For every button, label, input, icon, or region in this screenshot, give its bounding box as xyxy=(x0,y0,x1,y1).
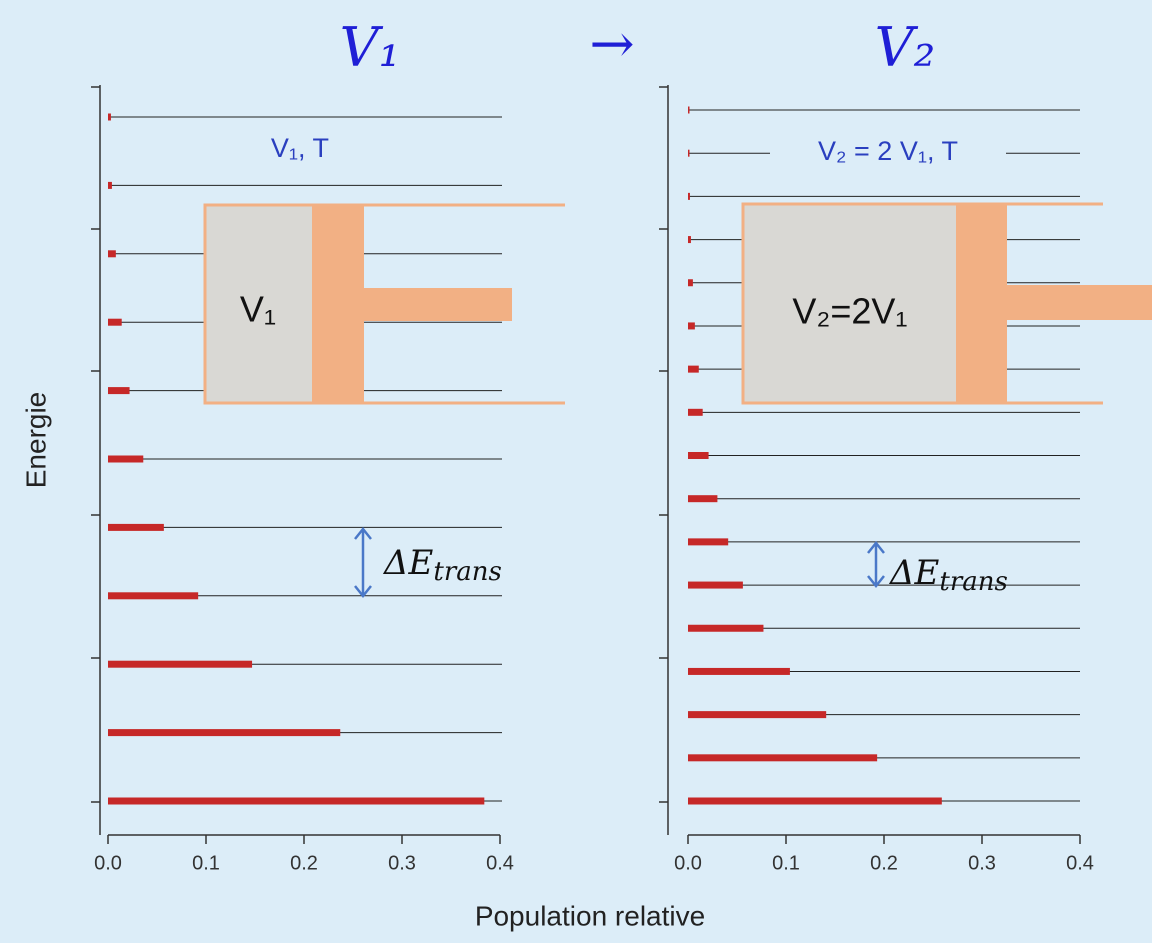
bar xyxy=(688,452,709,459)
bar xyxy=(688,711,827,719)
gas xyxy=(743,204,956,403)
title-left: V₁ xyxy=(340,16,401,79)
bar xyxy=(108,797,485,805)
x-tick-label: 0.0 xyxy=(94,852,122,874)
piston-label: V₁ xyxy=(240,289,276,330)
bar xyxy=(108,592,199,600)
y-axis-label: Energie xyxy=(20,392,51,489)
panel: 0.0 0.1 0.2 0.3 0.4 V₁ V₁, T ΔEtrans xyxy=(91,85,565,874)
arrow-head xyxy=(354,585,372,599)
bar xyxy=(108,729,341,737)
state-label: V₁, T xyxy=(271,133,329,163)
bar xyxy=(688,495,718,503)
arrow-head xyxy=(354,526,372,540)
x-axis-label: Population relative xyxy=(475,900,705,931)
bar xyxy=(108,113,111,121)
bar xyxy=(688,538,729,546)
bar xyxy=(688,236,691,244)
delta-symbol: ΔE xyxy=(382,543,434,583)
bar xyxy=(688,322,695,330)
bar xyxy=(688,192,690,200)
delta-subscript: trans xyxy=(433,557,501,587)
x-tick-label: 0.3 xyxy=(388,852,416,874)
x-tick-label: 0.4 xyxy=(1066,852,1094,874)
bar xyxy=(108,387,130,395)
bar xyxy=(688,149,690,157)
title-right: V₂ xyxy=(875,16,936,79)
bar xyxy=(688,797,942,805)
x-tick-label: 0.2 xyxy=(290,852,318,874)
bar xyxy=(688,106,690,114)
bar xyxy=(108,523,164,531)
delta-symbol: ΔE xyxy=(888,553,940,593)
piston-head xyxy=(956,204,1007,403)
bar xyxy=(688,408,703,416)
title-arrow: → xyxy=(589,12,634,75)
cylinder xyxy=(203,203,565,405)
state-label: V₂ = 2 V₁, T xyxy=(818,136,958,166)
cylinder xyxy=(741,202,1103,405)
x-tick-label: 0.3 xyxy=(968,852,996,874)
x-tick-label: 0.2 xyxy=(870,852,898,874)
bar xyxy=(688,624,764,632)
bar xyxy=(108,181,112,189)
delta-label: ΔEtrans xyxy=(888,553,1008,597)
piston-label: V₂=2V₁ xyxy=(792,291,907,332)
piston-rod xyxy=(364,288,512,321)
bar xyxy=(108,250,116,258)
delta-label: ΔEtrans xyxy=(382,543,502,587)
x-tick-label: 0.1 xyxy=(192,852,220,874)
x-tick-label: 0.0 xyxy=(674,852,702,874)
bar xyxy=(688,365,699,373)
gas xyxy=(205,205,312,403)
bar xyxy=(688,754,878,762)
arrow-head xyxy=(867,540,885,554)
arrow-head xyxy=(867,575,885,589)
bar xyxy=(688,667,790,675)
piston-head xyxy=(312,205,364,403)
bar xyxy=(688,279,693,287)
bar xyxy=(108,455,144,463)
bar xyxy=(688,581,743,589)
delta-subscript: trans xyxy=(939,567,1007,597)
bar xyxy=(108,660,253,668)
x-tick-label: 0.1 xyxy=(772,852,800,874)
label-box xyxy=(770,133,1006,173)
bar xyxy=(108,318,122,326)
piston-rod xyxy=(1007,285,1152,320)
panel: 0.0 0.1 0.2 0.3 0.4 V₂=2V₁ V₂ = 2 V₁, T ΔEtrans xyxy=(659,85,1152,874)
x-tick-label: 0.4 xyxy=(486,852,514,874)
